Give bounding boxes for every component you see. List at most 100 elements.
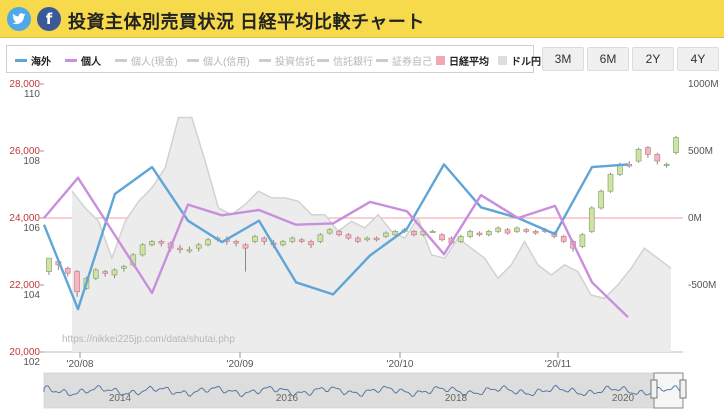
candle-body [177, 247, 183, 251]
candle-body [317, 234, 324, 242]
candle-body [354, 237, 361, 242]
candle-body [46, 257, 52, 272]
y-tick-label-usdjpy: 106 [23, 223, 40, 234]
x-tick-label: '20/10 [387, 359, 414, 370]
legend-swatch [317, 59, 329, 62]
legend-item[interactable]: ドル円 [498, 53, 541, 68]
legend-swatch [187, 59, 199, 62]
legend-item[interactable]: 証券自己 [376, 53, 432, 68]
legend-item[interactable]: 個人(信用) [187, 53, 250, 68]
candle-body [195, 244, 202, 249]
navigator-handle-left [650, 379, 658, 399]
usdjpy-area-line [71, 116, 672, 300]
navigator-line [43, 384, 683, 398]
legend-label: 個人 [81, 57, 101, 68]
range-button-3m[interactable]: 3M [542, 47, 584, 71]
candle-body [111, 269, 118, 276]
facebook-icon[interactable]: f [37, 7, 61, 31]
candle-body [373, 237, 380, 241]
y-tick-label-flow: -500M [688, 280, 716, 291]
page-title: 投資主体別売買状況 日経平均比較チャート [68, 12, 425, 32]
axes: 28,000 26,000 24,000 22,000 20,000 110 108 106 1… [9, 79, 718, 370]
legend-item[interactable]: 信託銀行 [317, 53, 373, 68]
candle-body [289, 237, 296, 242]
candle-body [139, 244, 146, 256]
candle-body [121, 266, 127, 269]
navigator-label: 2014 [109, 393, 132, 404]
watermark: https://nikkei225jp.com/data/shutai.php [62, 334, 235, 345]
range-button-4y[interactable]: 4Y [677, 47, 719, 71]
header-bar: f 投資主体別売買状況 日経平均比較チャート [0, 0, 724, 38]
candle-body [485, 231, 492, 236]
candle-body [532, 231, 539, 234]
y-tick-label-nikkei: 20,000 [9, 347, 40, 358]
candle-body [429, 231, 436, 233]
legend-item[interactable]: 個人(現金) [115, 53, 178, 68]
candle-body [345, 234, 352, 239]
legend-swatch [498, 56, 507, 65]
y-tick-label-usdjpy: 110 [24, 89, 40, 100]
candle-body [64, 267, 71, 274]
usdjpy-area-fill [72, 117, 671, 352]
series-line [43, 176, 629, 319]
candle-body [186, 249, 193, 252]
navigator-label: 2018 [445, 393, 468, 404]
y-tick-label-flow: 1000M [688, 79, 719, 90]
candle-body [588, 207, 595, 232]
legend-swatch [65, 59, 77, 62]
legend-swatch [436, 56, 445, 65]
legend-label: 個人(信用) [203, 57, 250, 68]
candle-body [298, 239, 305, 242]
candle-body [158, 241, 165, 244]
legend-swatch [15, 59, 27, 62]
legend-swatch [115, 59, 127, 62]
candle-body [476, 232, 483, 236]
candle-body [579, 234, 586, 247]
candle-body [336, 231, 342, 236]
flow-series [42, 163, 629, 319]
candle-body [280, 241, 286, 246]
candle-body [467, 231, 473, 237]
twitter-icon[interactable] [7, 7, 31, 31]
candle-body [74, 271, 80, 293]
candle-body [607, 174, 614, 192]
legend-item[interactable]: 日経平均 [436, 53, 489, 68]
candle-body [560, 236, 567, 242]
y-tick-label-nikkei: 26,000 [9, 146, 40, 157]
candle-body [663, 164, 670, 166]
x-tick-label: '20/09 [227, 359, 254, 370]
candle-body [495, 227, 502, 232]
x-tick-label: '20/08 [67, 359, 94, 370]
candle-body [523, 229, 530, 232]
legend-label: 投資信託 [275, 57, 315, 68]
y-tick-label-usdjpy: 102 [23, 357, 40, 368]
legend-item[interactable]: 海外 [15, 53, 51, 68]
range-button-2y[interactable]: 2Y [632, 47, 674, 71]
chart-area[interactable]: 28,000 26,000 24,000 22,000 20,000 110 108 106 1… [0, 76, 724, 419]
legend-swatch [376, 59, 388, 62]
candle-body [383, 232, 389, 237]
legend-label: 証券自己 [392, 57, 432, 68]
candle-body [149, 241, 155, 246]
x-tick-label: '20/11 [545, 359, 572, 370]
navigator-label: 2016 [276, 393, 299, 404]
candle-body [252, 236, 258, 242]
legend-label: 日経平均 [449, 57, 489, 68]
candle-body [364, 237, 371, 241]
candle-body [261, 237, 268, 242]
range-button-6m[interactable]: 6M [587, 47, 629, 71]
candle-body [439, 234, 445, 241]
y-tick-label-usdjpy: 104 [23, 290, 40, 301]
candle-body [326, 229, 333, 234]
y-tick-label-flow: 0M [688, 213, 702, 224]
legend-item[interactable]: 個人 [65, 53, 101, 68]
navigator-handle-right [679, 379, 687, 399]
candle-body [102, 271, 108, 274]
legend-item[interactable]: 投資信託 [259, 53, 315, 68]
candle-body [205, 239, 211, 246]
legend-label: 海外 [31, 57, 51, 68]
navigator: 2014 2016 2018 2020 [43, 372, 687, 409]
navigator-mask [44, 373, 654, 408]
candle-body [504, 229, 511, 234]
candle-body [654, 154, 661, 162]
